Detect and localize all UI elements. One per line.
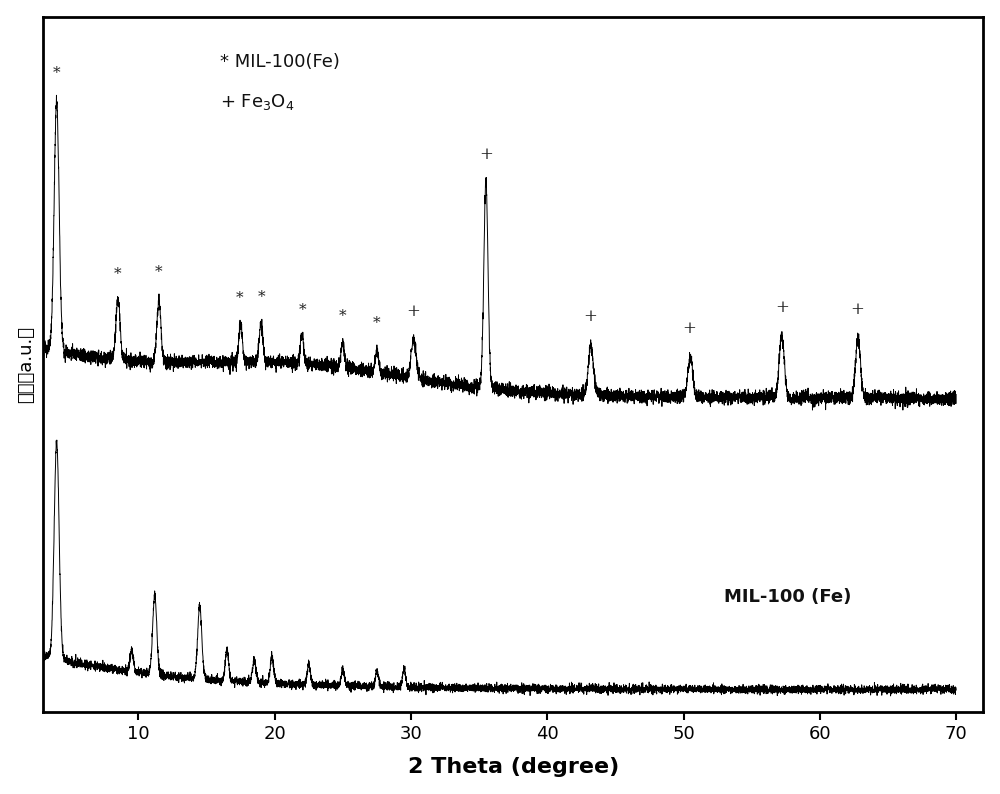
Text: *: * [339, 310, 347, 323]
Text: *: * [258, 290, 266, 304]
Text: *: * [299, 303, 307, 317]
Text: +: + [479, 145, 493, 163]
Text: *: * [236, 291, 244, 305]
Text: *: * [53, 66, 60, 80]
Text: MIL-100 (Fe): MIL-100 (Fe) [724, 588, 852, 607]
Y-axis label: 强度（a.u.）: 强度（a.u.） [17, 326, 35, 403]
Text: *: * [155, 265, 163, 279]
Text: +: + [683, 320, 696, 337]
Text: *: * [114, 268, 121, 282]
Text: +: + [407, 303, 421, 320]
Text: +: + [584, 308, 598, 325]
Text: +: + [775, 299, 789, 317]
Text: +: + [851, 301, 865, 318]
X-axis label: 2 Theta (degree): 2 Theta (degree) [408, 757, 619, 777]
Text: + Fe$_3$O$_4$: + Fe$_3$O$_4$ [220, 92, 295, 112]
Text: * MIL-100(Fe): * MIL-100(Fe) [220, 53, 340, 71]
Text: *: * [373, 316, 381, 330]
